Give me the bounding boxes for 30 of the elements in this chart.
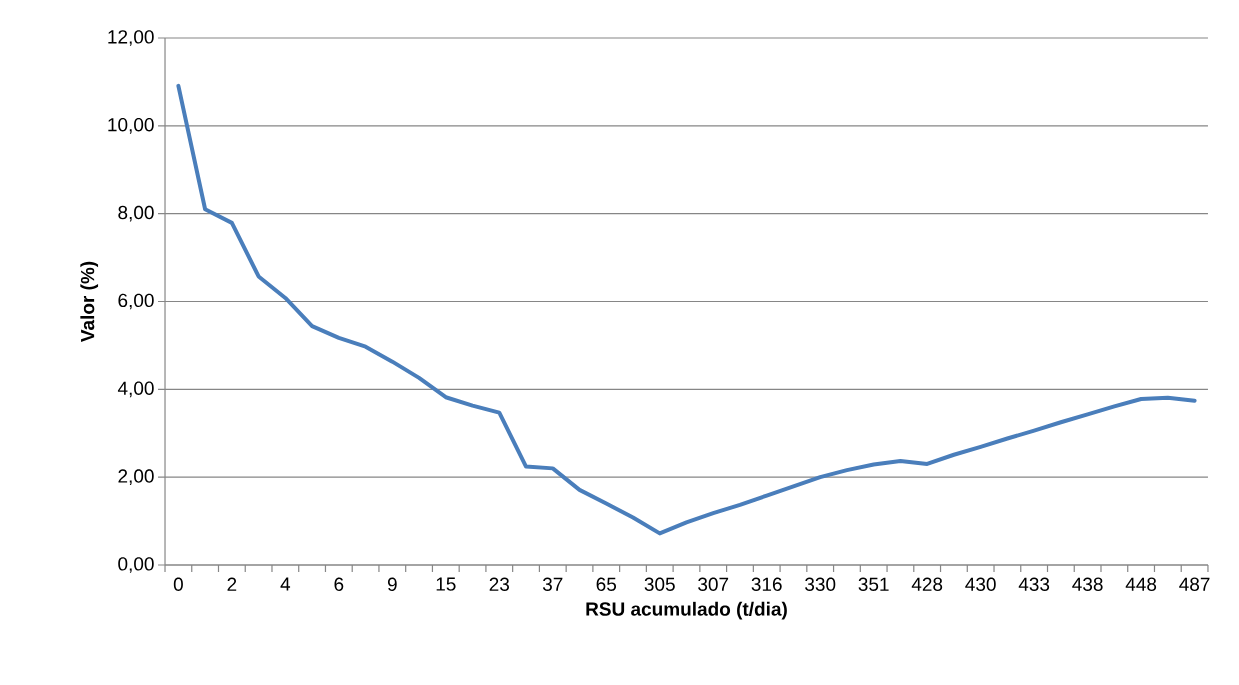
x-tick-label: 448 [1125,577,1157,591]
x-tick-label: 23 [489,577,510,591]
x-tick-label: 307 [698,577,729,591]
y-tick-label: 0,00 [118,557,154,573]
x-tick-label: 65 [596,577,617,591]
x-tick-label: 305 [644,577,675,591]
x-tick-label: 428 [911,577,943,591]
x-tick-label: 351 [858,577,889,591]
x-tick-label: 2 [227,577,237,591]
y-tick-label: 12,00 [108,30,154,46]
x-tick-label: 0 [173,577,183,591]
x-tick-label: 15 [436,577,456,591]
x-tick-label: 4 [280,577,291,591]
y-tick-label: 6,00 [118,293,154,310]
x-tick-label: 487 [1179,577,1210,591]
y-tick-label: 10,00 [108,117,154,134]
x-tick-label: 430 [965,577,996,591]
x-tick-label: 438 [1072,577,1103,591]
x-tick-label: 433 [1018,577,1050,591]
x-tick-label: 9 [387,577,397,591]
x-tick-label: 316 [751,577,782,591]
line-series [176,83,1197,536]
y-tick-label: 8,00 [118,205,154,222]
x-tick-label: 6 [334,577,344,591]
y-tick-label: 2,00 [118,469,154,485]
x-axis-title: RSU acumulado (t/dia) [586,601,787,620]
y-tick-label: 4,00 [117,381,154,398]
x-tick-label: 37 [542,577,563,591]
x-tick-label: 330 [805,577,836,591]
y-axis-title: Valor (%) [80,261,99,343]
